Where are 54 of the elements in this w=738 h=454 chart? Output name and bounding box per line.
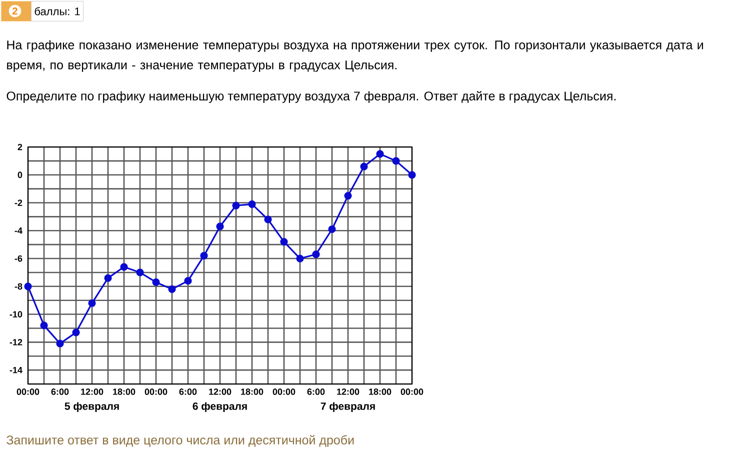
x-tick-label: 12:00 (209, 388, 232, 395)
x-tick-label: 12:00 (337, 388, 360, 395)
point (408, 171, 416, 179)
point (376, 150, 384, 158)
x-tick-label: 00:00 (400, 388, 424, 395)
point (104, 274, 112, 282)
x-tick-label: 12:00 (81, 388, 104, 395)
y-tick-label: -10 (10, 311, 22, 318)
y-tick-label: 2 (18, 144, 22, 150)
text: 6 февраля (192, 402, 247, 412)
x-tick-label: 18:00 (369, 388, 392, 395)
x-tick-label: 18:00 (241, 388, 264, 395)
point (232, 202, 240, 210)
chart-title: На графике показано изменение температуры воздуха на протяжении трех суток. По горизонтали указывается дата и время, по вертикали - значение температуры в градусах Цельсия. (7, 40, 703, 72)
point (264, 216, 272, 224)
y-tick-label: -6 (14, 255, 22, 262)
point (280, 238, 288, 246)
x-tick-label: 00:00 (16, 388, 40, 395)
point (296, 254, 304, 262)
point (40, 322, 48, 330)
point (344, 192, 352, 200)
point (216, 222, 224, 230)
point (248, 200, 256, 208)
point (312, 250, 320, 258)
point (120, 263, 128, 271)
x-tick-label: 18:00 (113, 388, 136, 395)
point (200, 252, 208, 260)
point (24, 282, 32, 290)
y-tick-label: -4 (14, 228, 22, 234)
x-tick-label: 6:00 (179, 388, 197, 395)
y-tick-label: -8 (14, 283, 22, 290)
point (168, 285, 176, 293)
chart-subtitle: Определите по графику наименьшую температуру воздуха 7 февраля. Ответ дайте в градусах Цельсия. (6, 91, 616, 103)
point (88, 299, 96, 307)
point (72, 328, 80, 336)
y-tick-label: -12 (10, 339, 22, 346)
point (152, 278, 160, 286)
point (56, 340, 64, 348)
y-tick-label: -2 (14, 200, 22, 206)
x-tick-label: 00:00 (272, 388, 296, 395)
point (184, 277, 192, 285)
point (328, 225, 336, 234)
point (136, 268, 144, 276)
point (360, 162, 368, 170)
x-tick-label: 6:00 (51, 388, 69, 395)
x-tick-label: 00:00 (144, 388, 168, 395)
y-tick-label: -14 (10, 366, 22, 374)
text: 5 февраля (64, 402, 119, 412)
text: 7 февраля (320, 402, 375, 412)
y-tick-label: 0 (18, 172, 22, 178)
x-tick-label: 6:00 (307, 388, 325, 395)
text: Запишите ответ в виде целого числа или десятичной дроби (6, 435, 354, 447)
text: баллы: 1 (34, 7, 80, 16)
point (392, 157, 400, 165)
